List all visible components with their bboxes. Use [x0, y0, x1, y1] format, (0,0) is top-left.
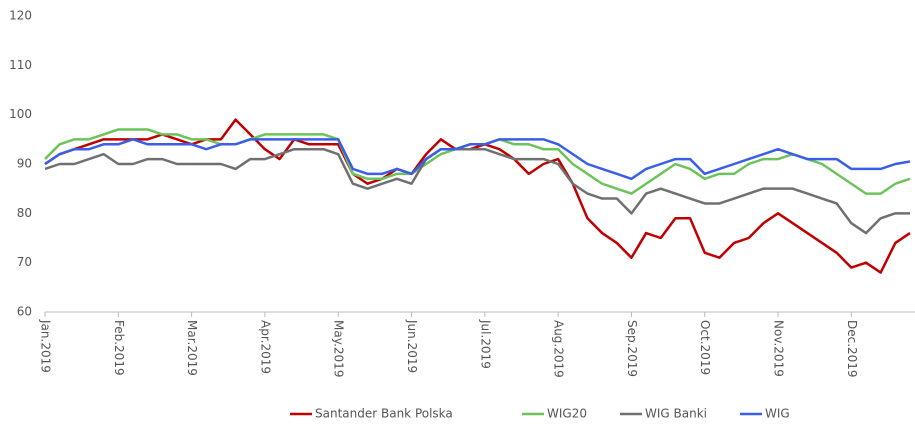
- legend-label: Santander Bank Polska: [315, 407, 453, 421]
- x-tick-label: May.2019: [332, 320, 346, 377]
- x-tick-label: Sep.2019: [625, 320, 639, 377]
- x-tick-label: Nov.2019: [772, 320, 786, 377]
- x-tick-label: Dec.2019: [845, 320, 859, 378]
- legend-label: WIG Banki: [645, 407, 707, 421]
- legend-label: WIG20: [547, 407, 587, 421]
- legend-label: WIG: [765, 407, 790, 421]
- series-line: [44, 138, 911, 181]
- y-tick-label: 60: [17, 305, 32, 319]
- x-tick-label: Feb.2019: [112, 320, 126, 376]
- x-tick-label: Apr.2019: [258, 320, 272, 374]
- x-tick-label: Jan.2019: [39, 319, 53, 373]
- y-tick-label: 120: [9, 9, 32, 23]
- x-tick-label: Jul.2019: [478, 319, 492, 369]
- y-tick-label: 70: [17, 255, 32, 269]
- series-line: [44, 118, 911, 274]
- x-tick-label: Oct.2019: [698, 320, 712, 375]
- y-tick-label: 100: [9, 107, 32, 121]
- x-tick-label: Jun.2019: [405, 319, 419, 373]
- y-tick-label: 80: [17, 206, 32, 220]
- y-tick-label: 110: [9, 58, 32, 72]
- x-tick-label: Mar.2019: [185, 320, 199, 376]
- series-line: [44, 147, 910, 235]
- y-tick-label: 90: [17, 157, 32, 171]
- x-tick-label: Aug.2019: [552, 320, 566, 378]
